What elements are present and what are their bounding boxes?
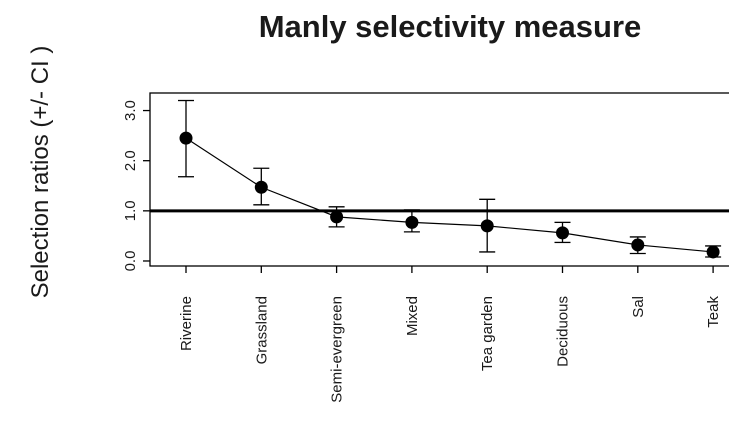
data-point — [706, 245, 720, 259]
data-point — [254, 180, 268, 194]
x-category-label: Deciduous — [555, 296, 572, 367]
series-group — [178, 99, 722, 259]
x-axis: Riverine Grassland Semi-evergreen Mixed Tea … — [178, 266, 722, 403]
x-category-label: Riverine — [178, 296, 195, 351]
data-point — [405, 215, 419, 229]
chart-title: Manly selectivity measure — [259, 9, 642, 44]
data-point — [480, 219, 494, 233]
data-point — [556, 226, 569, 240]
y-axis: 0.0 1.0 2.0 3.0 — [122, 100, 150, 271]
data-point — [179, 131, 193, 145]
x-category-label: Semi-evergreen — [329, 296, 346, 403]
x-category-label: Grassland — [253, 296, 270, 364]
data-point — [330, 210, 344, 224]
x-category-label: Tea garden — [479, 296, 496, 371]
y-tick-label: 1.0 — [122, 200, 139, 221]
data-point — [631, 238, 645, 252]
y-tick-label: 0.0 — [122, 251, 139, 272]
series-line — [185, 137, 714, 253]
y-axis-label: Selection ratios (+/- CI ) — [27, 46, 54, 299]
x-category-label: Mixed — [404, 296, 421, 336]
plot-box — [149, 92, 729, 267]
y-tick-label: 2.0 — [122, 150, 139, 171]
plot-border — [149, 92, 729, 267]
x-category-label: Teak — [705, 296, 722, 328]
x-category-label: Sal — [630, 296, 647, 318]
y-tick-label: 3.0 — [122, 100, 139, 121]
